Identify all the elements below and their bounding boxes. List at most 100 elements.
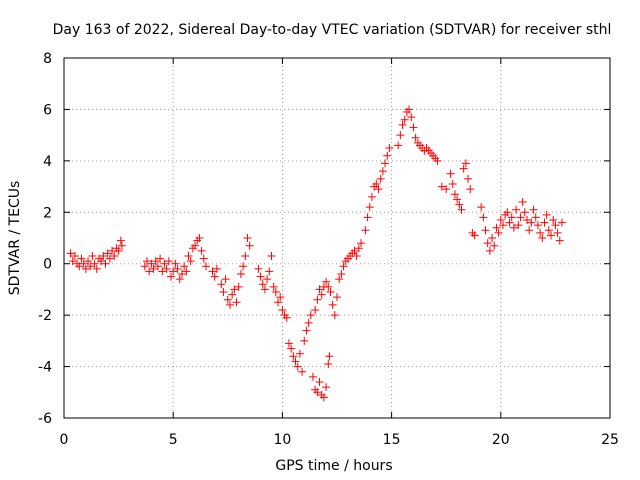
data-point [367, 192, 376, 201]
y-tick-label: 6 [43, 102, 52, 118]
data-point [544, 226, 553, 235]
data-point [337, 270, 346, 278]
x-tick-label: 5 [169, 432, 178, 448]
y-tick-label: 4 [43, 154, 52, 170]
y-tick-label: 0 [43, 257, 52, 273]
data-point [158, 267, 167, 276]
data-point [186, 257, 195, 266]
data-point [162, 264, 171, 273]
data-point [385, 144, 394, 152]
data-point [254, 264, 263, 273]
data-point [335, 275, 344, 284]
data-point [520, 208, 529, 217]
x-axis-label: GPS time / hours [275, 458, 392, 474]
data-points [66, 105, 566, 402]
data-point [466, 185, 475, 194]
data-point [514, 221, 523, 230]
x-tick-label: 10 [273, 432, 291, 448]
data-point [99, 252, 108, 260]
data-point [512, 205, 521, 214]
data-point [442, 185, 451, 194]
data-point [485, 246, 494, 255]
data-point [328, 300, 337, 309]
data-point [219, 288, 228, 296]
plot-frame [63, 57, 611, 419]
data-point [319, 393, 328, 402]
data-point [492, 223, 501, 232]
data-point [90, 259, 99, 268]
data-point [145, 267, 154, 276]
data-point [516, 213, 525, 222]
data-point [236, 270, 245, 278]
data-point [116, 236, 125, 245]
data-point [140, 262, 149, 271]
data-point [398, 120, 407, 129]
x-tick-label: 15 [383, 432, 401, 448]
data-point [293, 362, 302, 371]
data-point [383, 151, 392, 160]
data-point [114, 246, 123, 255]
y-axis-label: SDTVAR / TECUs [7, 181, 23, 296]
data-point [376, 174, 385, 183]
data-point [496, 216, 505, 224]
data-point [448, 180, 457, 188]
data-point [542, 210, 551, 219]
data-point [295, 349, 304, 358]
data-point [308, 372, 317, 381]
data-point [265, 267, 274, 276]
data-point [490, 241, 499, 250]
y-tick-label: -2 [38, 308, 52, 324]
data-point [459, 164, 468, 173]
data-point [241, 252, 250, 260]
data-point [313, 388, 322, 397]
data-point [317, 290, 326, 299]
data-point [68, 257, 77, 266]
data-point [518, 198, 527, 206]
data-point [117, 241, 126, 250]
data-point [156, 254, 165, 263]
data-point [450, 190, 459, 199]
data-point [228, 290, 237, 299]
data-point [256, 272, 265, 281]
data-point [483, 239, 492, 248]
data-point [243, 234, 252, 242]
data-point [464, 174, 473, 183]
data-point [365, 203, 374, 212]
data-point [411, 133, 420, 142]
data-point [105, 254, 114, 263]
data-point [276, 293, 285, 302]
data-point [455, 200, 464, 209]
data-point [245, 241, 254, 250]
data-point [315, 285, 324, 294]
data-point [195, 234, 204, 242]
data-point [498, 221, 507, 230]
y-tick-label: 2 [43, 205, 52, 221]
data-point [147, 259, 156, 268]
data-point [538, 234, 547, 242]
data-point [446, 169, 455, 178]
data-point [175, 275, 184, 284]
data-point [557, 218, 566, 227]
data-point [488, 234, 497, 242]
data-point [339, 262, 348, 271]
y-tick-label: -6 [38, 411, 52, 427]
data-point [433, 156, 442, 165]
data-point [171, 259, 180, 268]
data-point [230, 285, 239, 294]
data-point [481, 226, 490, 235]
data-point [394, 141, 403, 150]
data-point [533, 221, 542, 230]
data-point [381, 159, 390, 168]
data-point [324, 360, 333, 368]
y-tick-label: -4 [38, 360, 52, 376]
data-point [509, 223, 518, 232]
data-point [180, 262, 189, 271]
data-point [547, 231, 556, 240]
data-point [553, 228, 562, 237]
data-point [263, 275, 272, 284]
data-point [372, 180, 381, 188]
data-point [437, 182, 446, 191]
data-point [461, 159, 470, 168]
axis-ticks: 0 5 10 15 20 25 -6 -4 -2 0 2 4 6 8 [38, 51, 619, 448]
